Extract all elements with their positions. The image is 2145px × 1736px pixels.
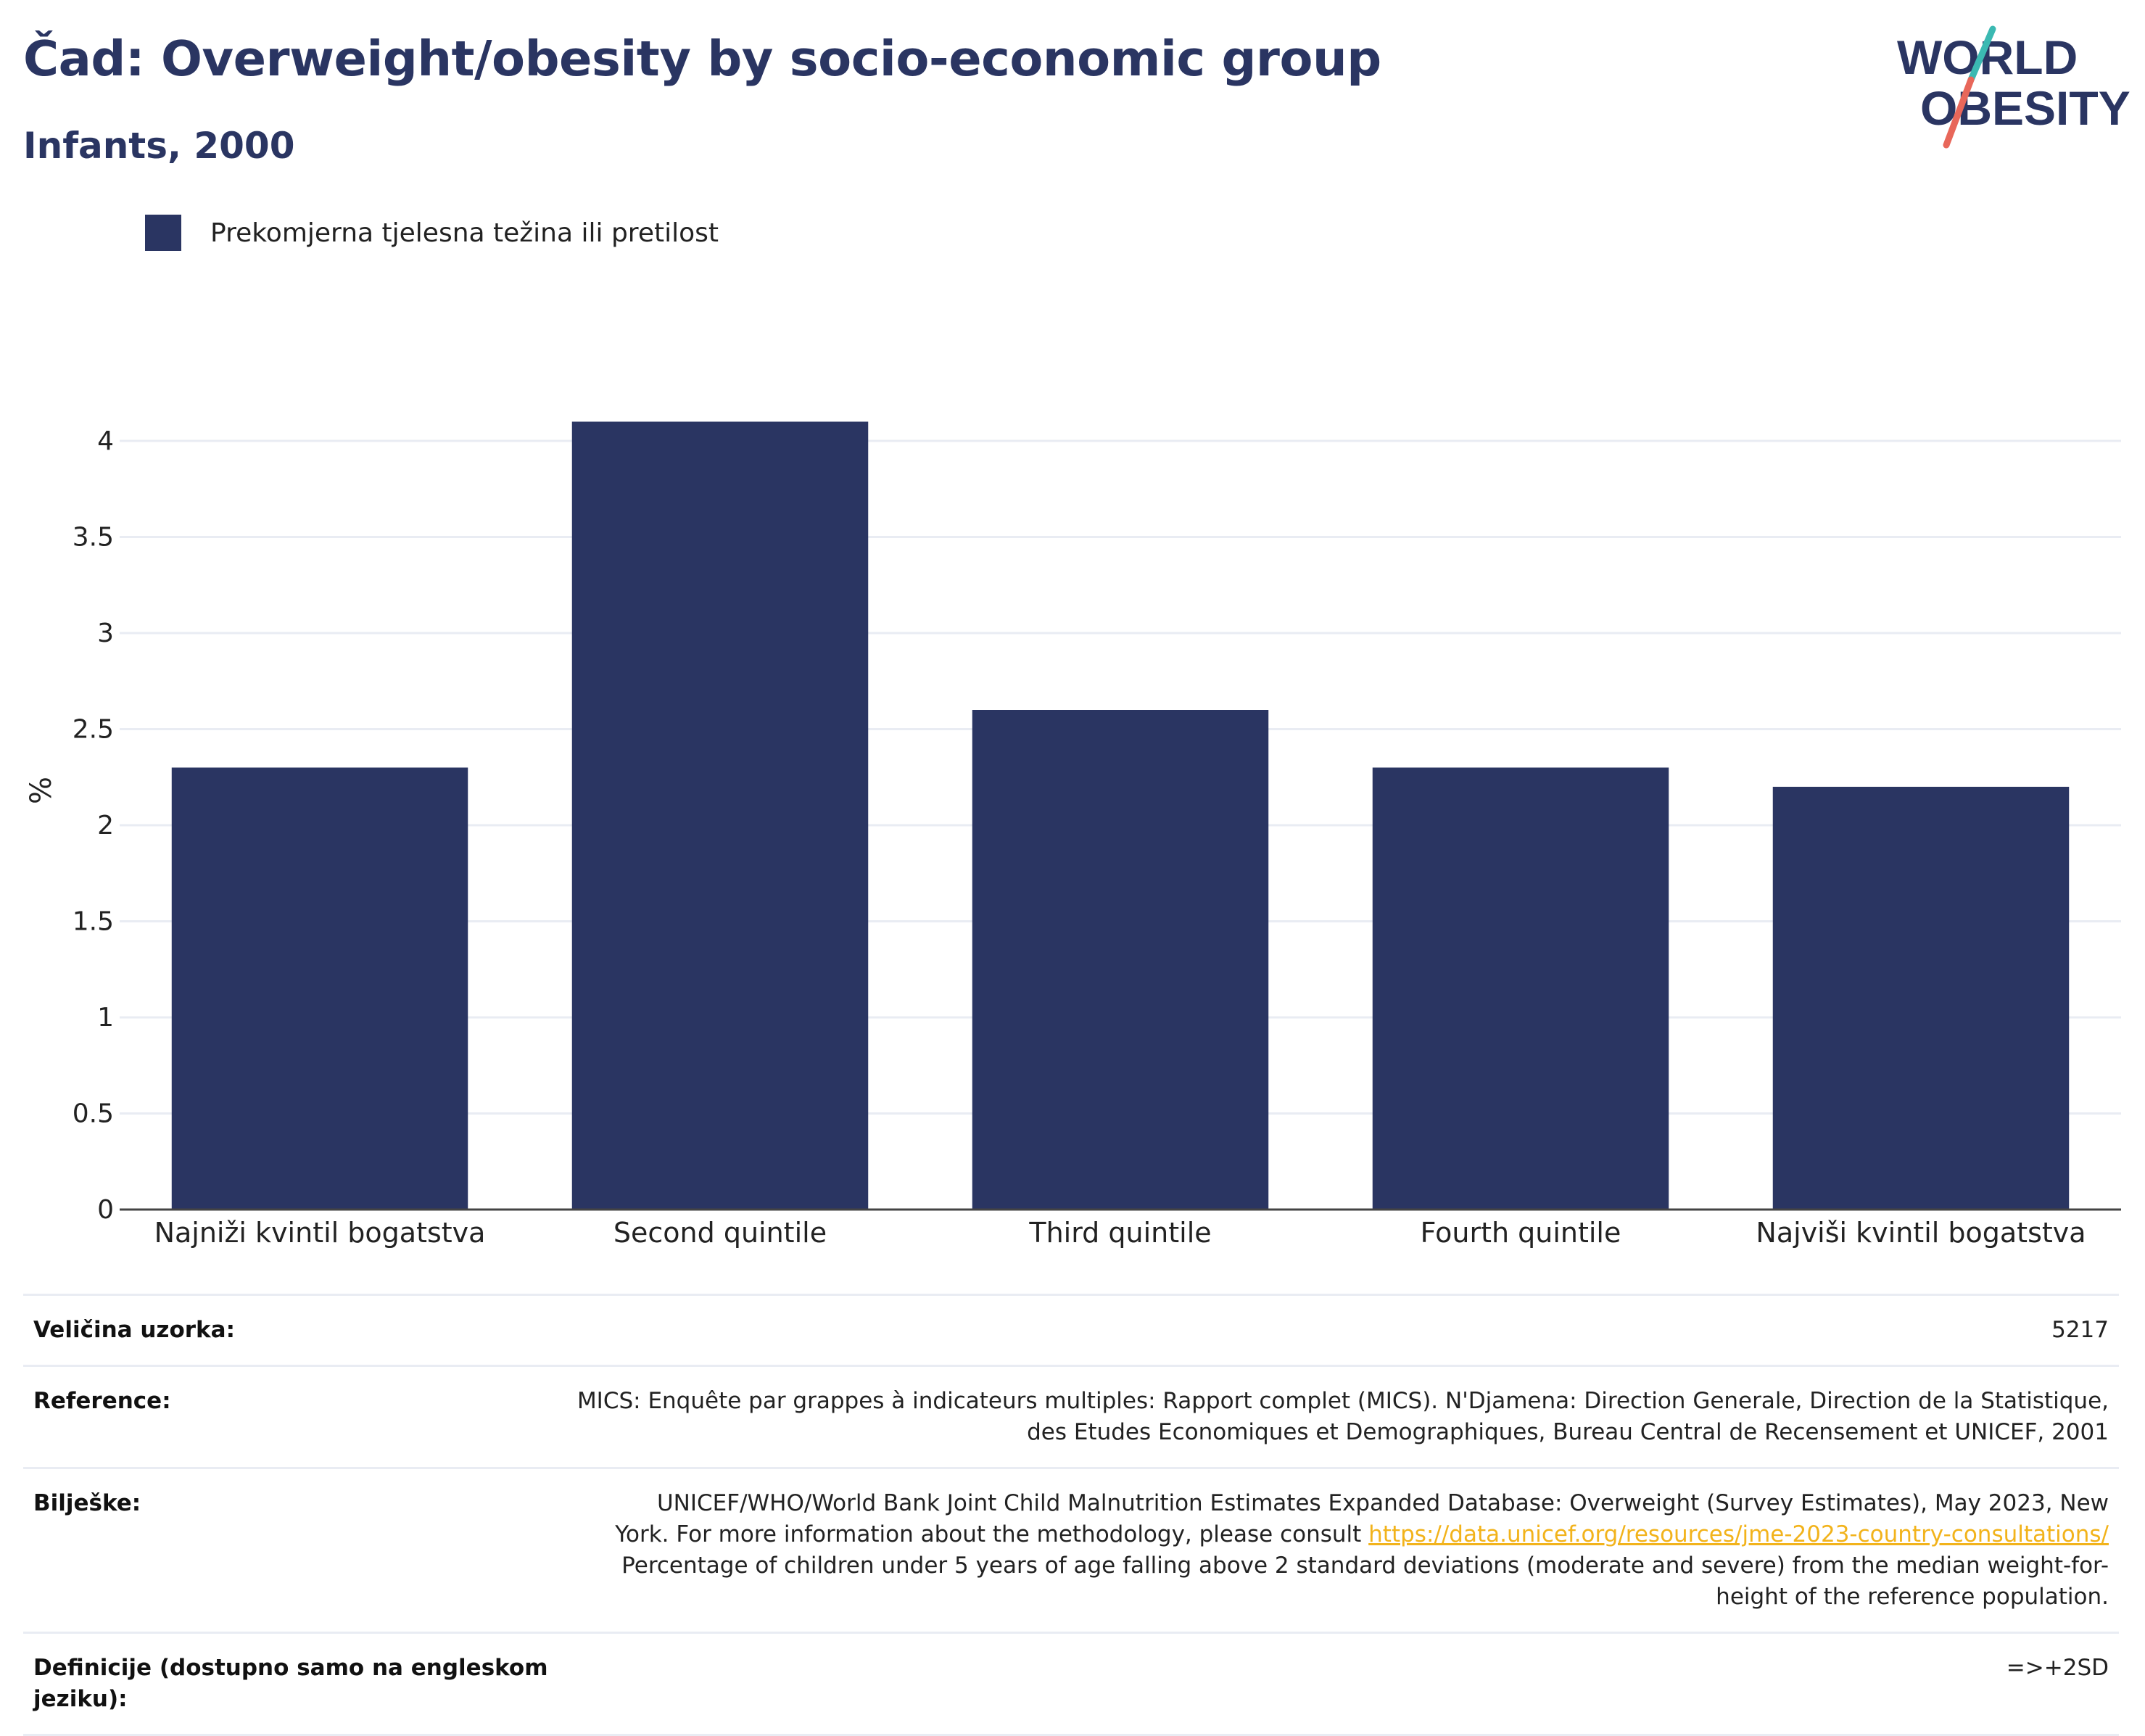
bar-chart: 0 0.5 1 1.5 2 2.5 3 3.5 4 Najniži kvintil bogatst… [25,421,2121,1249]
bars [171,421,2070,1210]
legend-label: Prekomjerna tjelesna težina ili pretilos… [210,218,719,248]
y-tick-label: 1 [97,1003,114,1033]
bar[interactable] [972,710,1269,1210]
info-row-notes: Bilješke: UNICEF/WHO/World Bank Joint Ch… [23,1467,2119,1632]
notes-line-2-text: York. For more information about the met… [615,1521,1369,1547]
notes-label: Bilješke: [33,1490,141,1516]
info-row-sample-size: Veličina uzorka: 5217 [23,1294,2119,1365]
definitions-label-line-2: jeziku): [33,1686,128,1712]
info-table: Veličina uzorka: 5217 Reference: MICS: E… [23,1294,2119,1736]
x-category-label: Fourth quintile [1421,1217,1621,1249]
y-tick-label: 0.5 [73,1099,114,1129]
notes-line-2: York. For more information about the met… [571,1519,2109,1550]
references-line-1: MICS: Enquête par grappes à indicateurs … [576,1388,2109,1414]
y-tick-label: 3 [97,619,114,648]
axes: 0 0.5 1 1.5 2 2.5 3 3.5 4 Najniži kvintil bogatst… [73,426,2121,1249]
bar[interactable] [1772,787,2070,1210]
x-category-label: Third quintile [1028,1217,1211,1249]
references-value: MICS: Enquête par grappes à indicateurs … [571,1386,2109,1448]
logo-slash-bottom [1943,76,1975,149]
definitions-label-line-1: Definicije (dostupno samo na engleskom [33,1655,548,1681]
y-axis-title: % [25,777,58,804]
logo-slash-top [1967,25,1996,83]
methodology-link[interactable]: https://data.unicef.org/resources/jme-20… [1368,1521,2109,1547]
y-tick-label: 1.5 [73,907,114,937]
sample-size-label: Veličina uzorka: [33,1317,235,1343]
references-line-2: des Etudes Economiques et Demographiques… [1027,1419,2109,1445]
x-category-label: Najviši kvintil bogatstva [1756,1217,2086,1249]
world-obesity-logo: WORLD OBESITY [1897,25,2130,149]
info-row-definitions: Definicije (dostupno samo na engleskom j… [23,1632,2119,1736]
definitions-label: Definicije (dostupno samo na engleskom j… [33,1653,555,1715]
y-tick-label: 0 [97,1195,114,1225]
sample-size-value: 5217 [2051,1317,2109,1343]
bar[interactable] [1372,767,1669,1210]
y-tick-label: 2 [97,811,114,840]
legend-swatch [145,215,181,251]
bar[interactable] [571,421,869,1210]
y-tick-label: 2.5 [73,715,114,745]
y-tick-label: 4 [97,426,114,456]
x-category-label: Najniži kvintil bogatstva [154,1217,486,1249]
references-label: Reference: [33,1388,171,1414]
chart-title: Čad: Overweight/obesity by socio-economi… [23,30,1381,87]
bar[interactable] [171,767,468,1210]
chart-subtitle: Infants, 2000 [23,125,295,167]
notes-line-3: Percentage of children under 5 years of … [621,1553,2109,1579]
x-category-label: Second quintile [613,1217,827,1249]
notes-line-4: height of the reference population. [1716,1584,2109,1610]
y-tick-label: 3.5 [73,523,114,553]
chart-legend: Prekomjerna tjelesna težina ili pretilos… [145,215,719,251]
notes-line-1: UNICEF/WHO/World Bank Joint Child Malnut… [656,1490,2109,1516]
definitions-value: =>+2SD [2006,1655,2109,1681]
info-row-references: Reference: MICS: Enquête par grappes à i… [23,1365,2119,1467]
notes-value: UNICEF/WHO/World Bank Joint Child Malnut… [571,1488,2109,1613]
